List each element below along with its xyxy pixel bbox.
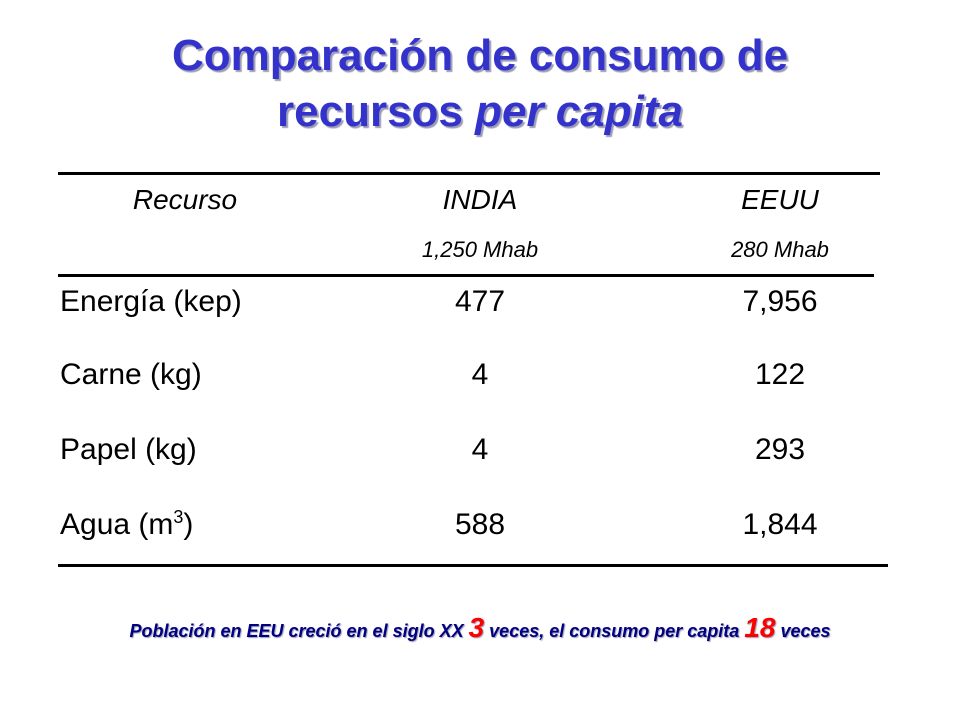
row-paper-eeuu: 293 bbox=[754, 433, 806, 466]
footnote-number-2: 18 bbox=[744, 612, 776, 643]
row-paper-resource: Papel (kg) bbox=[60, 433, 197, 466]
row-meat-india: 4 bbox=[471, 358, 489, 391]
table-header-rule bbox=[58, 274, 874, 277]
row-energy-eeuu: 7,956 bbox=[742, 285, 818, 318]
page-title: Comparación de consumo de recursos per c… bbox=[0, 28, 960, 140]
subheader-india-population: 1,250 Mhab bbox=[421, 237, 539, 262]
row-water-eeuu: 1,844 bbox=[742, 508, 818, 541]
header-india: INDIA bbox=[442, 184, 518, 215]
footnote-part-2: veces, el consumo per capita bbox=[484, 621, 745, 641]
row-meat-resource: Carne (kg) bbox=[60, 358, 202, 391]
header-resource: Recurso bbox=[132, 184, 238, 215]
row-energy-india: 477 bbox=[454, 285, 506, 318]
subheader-eeuu-population: 280 Mhab bbox=[731, 237, 829, 262]
row-water-resource-prefix: Agua (m bbox=[60, 508, 174, 541]
row-water-india: 588 bbox=[454, 508, 506, 541]
footnote-part-1: Población en EEU creció en el siglo XX bbox=[129, 621, 469, 641]
row-meat-eeuu: 122 bbox=[754, 358, 806, 391]
table-bottom-rule bbox=[58, 564, 888, 567]
row-energy-resource: Energía (kep) bbox=[60, 285, 242, 318]
title-line-2-italic: per capita bbox=[475, 87, 683, 136]
footnote-part-3: veces bbox=[775, 621, 831, 641]
header-eeuu: EEUU bbox=[741, 184, 819, 215]
footnote-number-1: 3 bbox=[468, 612, 485, 643]
title-line-2-plain: recursos bbox=[277, 87, 476, 136]
row-paper-india: 4 bbox=[471, 433, 489, 466]
title-line-2: recursos per capita bbox=[0, 84, 960, 140]
table-top-rule bbox=[58, 172, 880, 175]
row-water-resource-suffix: ) bbox=[183, 508, 194, 541]
title-line-1: Comparación de consumo de bbox=[171, 31, 789, 80]
footnote: Población en EEU creció en el siglo XX 3… bbox=[0, 610, 960, 649]
row-water-resource: Agua (m3) bbox=[60, 507, 340, 543]
row-water-resource-superscript: 3 bbox=[173, 507, 184, 527]
